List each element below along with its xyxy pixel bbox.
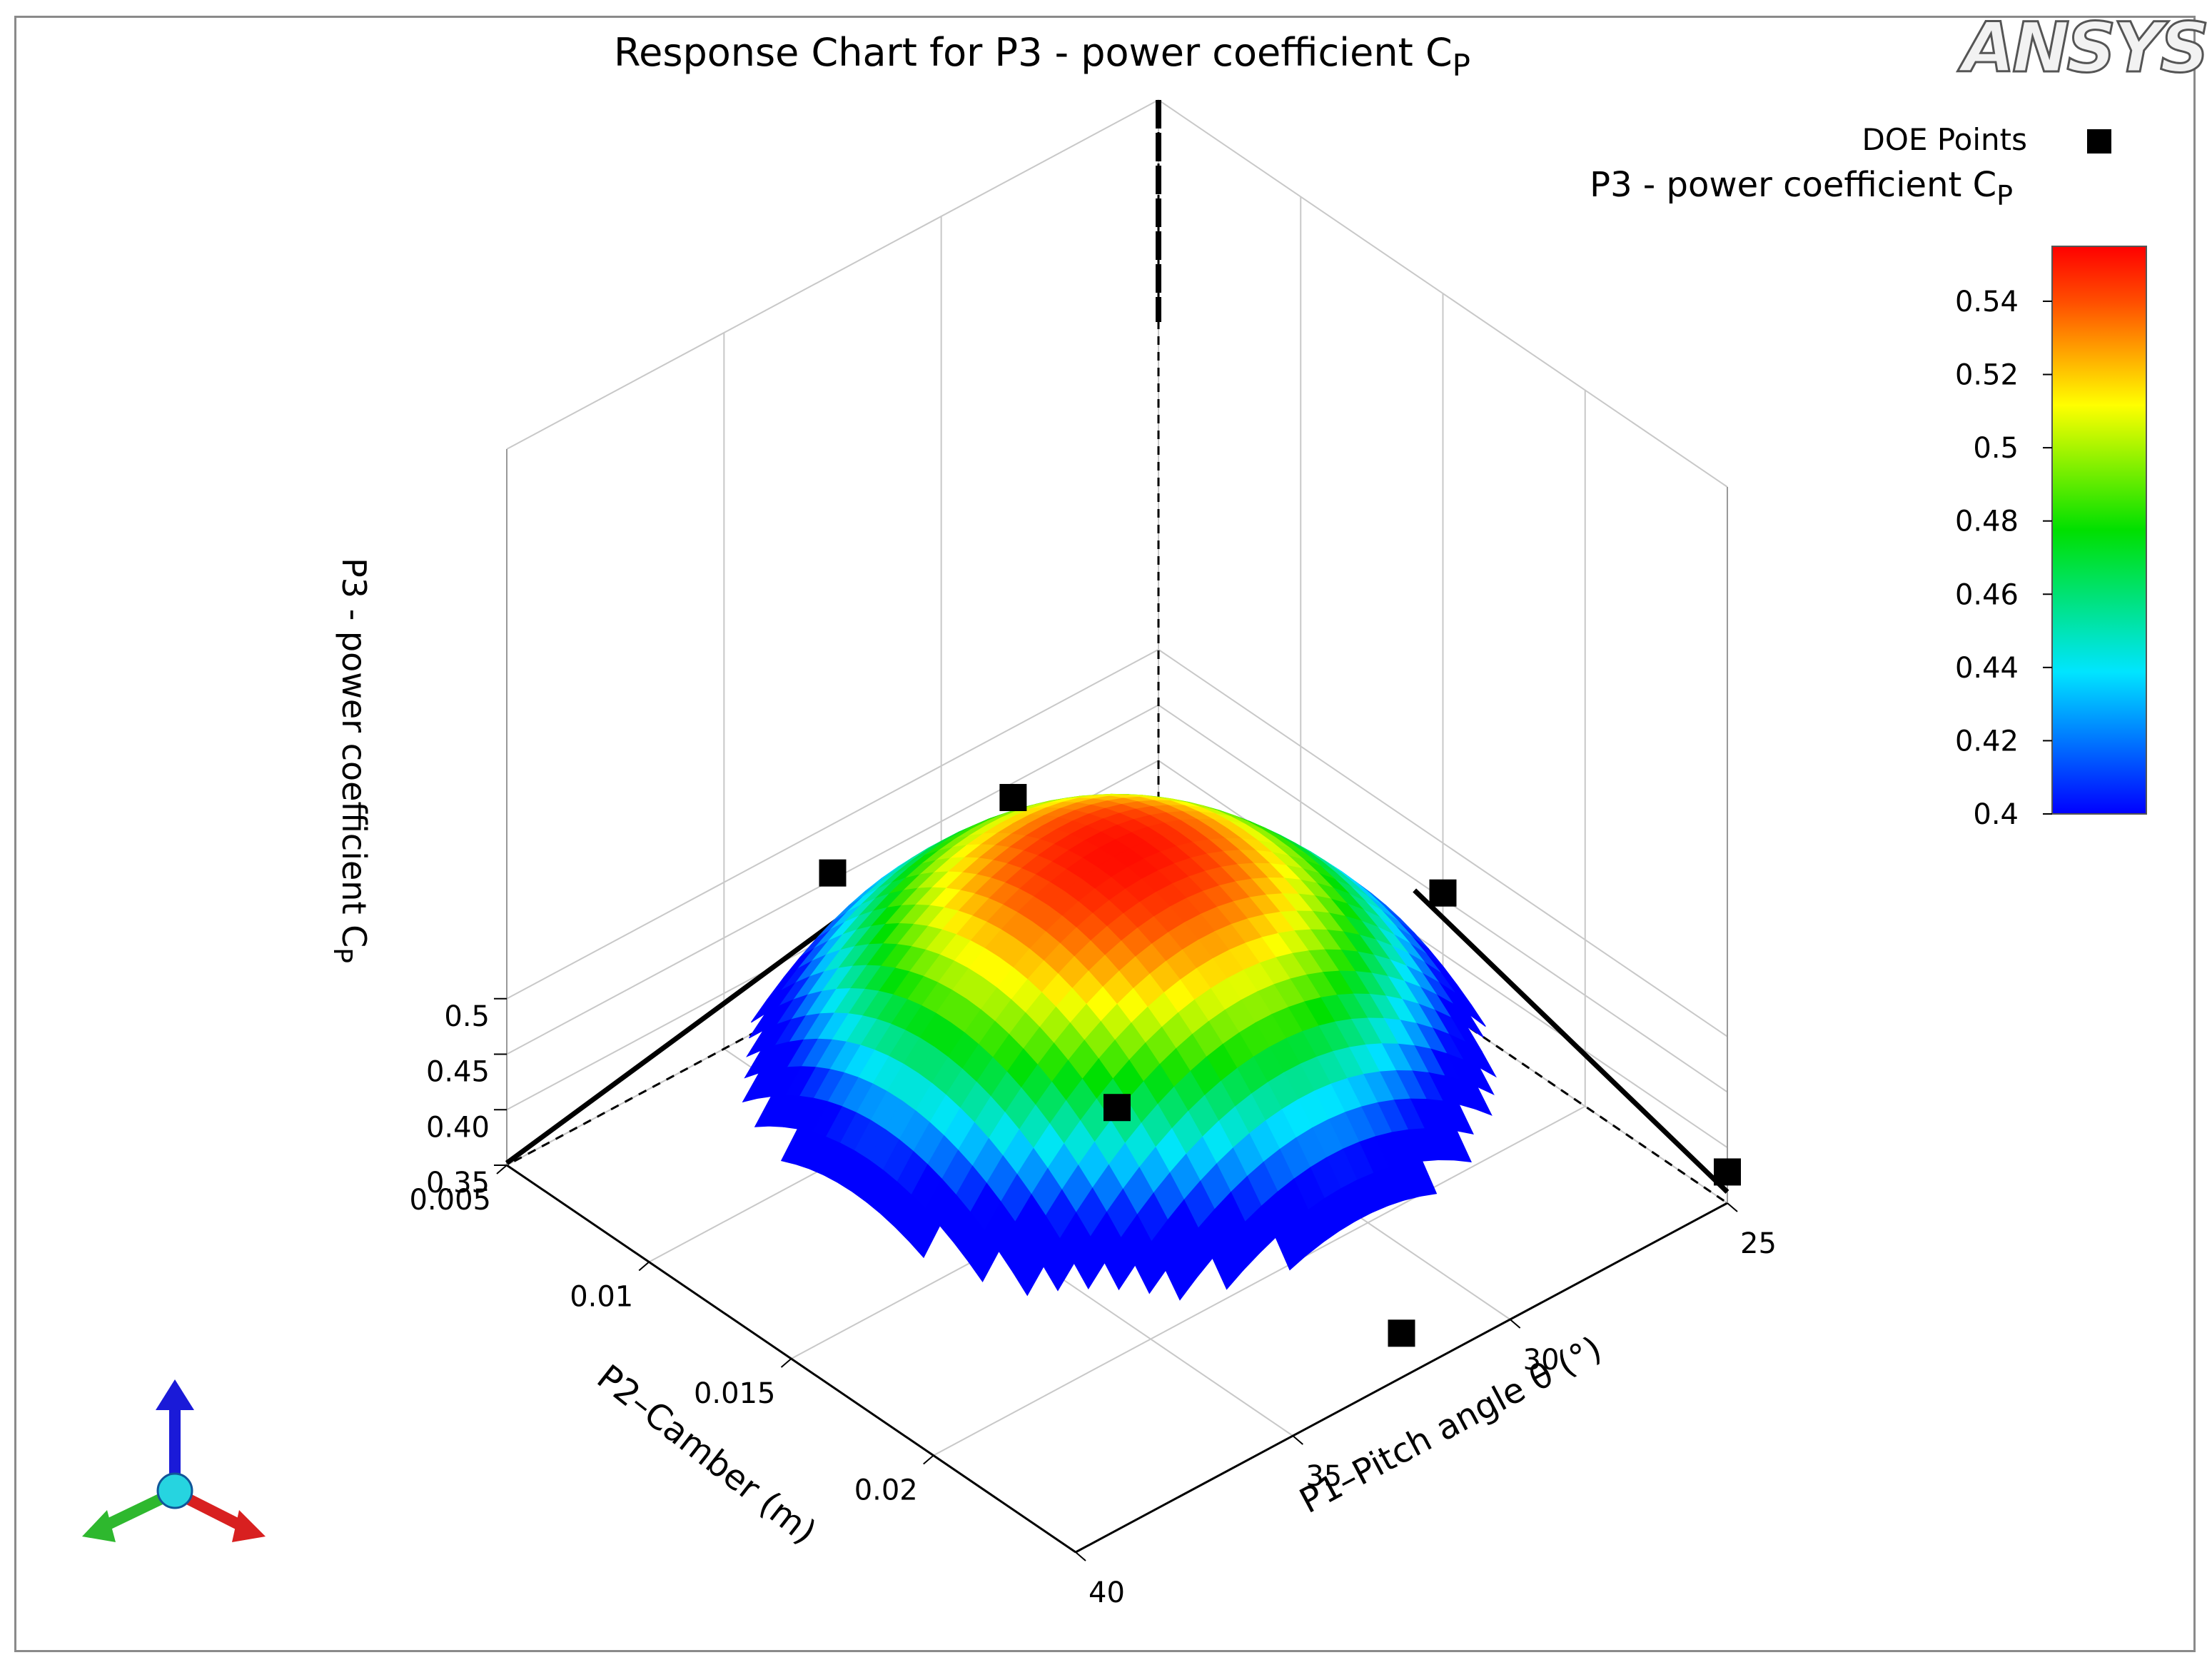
colorbar-tick-label: 0.42	[1955, 725, 2019, 758]
doe-point	[1388, 1319, 1415, 1347]
front-edge-pitch	[1075, 1202, 1728, 1554]
legend-doe-label: DOE Points	[1862, 122, 2027, 157]
camber-tick-mark	[496, 1165, 507, 1174]
camber-tick-label: 0.015	[694, 1377, 776, 1410]
surface-patch	[1012, 1242, 1044, 1297]
triad-z-arrowhead	[156, 1379, 194, 1410]
z-tick-label: 0.35	[426, 1167, 490, 1199]
doe-point	[1714, 1158, 1741, 1186]
legend-doe-marker	[2087, 129, 2111, 154]
orientation-triad	[82, 1379, 266, 1542]
doe-points	[819, 784, 1741, 1347]
grid-line	[1158, 99, 1728, 488]
camber-tick-mark	[780, 1358, 792, 1368]
colorbar-ticks: 0.54 0.52 0.5 0.48 0.46 0.44 0.42 0.4	[1955, 286, 2052, 831]
colorbar	[2051, 246, 2147, 815]
colorbar-tick-label: 0.5	[1973, 432, 2019, 465]
surface-patch	[1134, 1241, 1166, 1294]
surface-patch	[967, 1230, 1000, 1283]
grid-line	[933, 1105, 1586, 1457]
surface-patch	[1165, 1247, 1197, 1301]
triad-x-arrowhead	[232, 1510, 266, 1542]
z-tick-label: 0.5	[444, 1000, 490, 1033]
pitch-axis-label: P1–Pitch angle θ (°)	[1293, 1329, 1608, 1521]
pitch-tick-label: 25	[1740, 1227, 1777, 1260]
ansys-logo: ANSYS	[1957, 8, 2206, 88]
grid-line	[506, 648, 1159, 1000]
pitch-tick-mark	[1727, 1202, 1738, 1212]
colorbar-tick-label: 0.52	[1955, 359, 2019, 392]
grid-line	[506, 99, 1159, 450]
z-tick-label: 0.40	[426, 1111, 490, 1144]
camber-tick-mark	[923, 1454, 934, 1465]
surface-patch	[1104, 1237, 1136, 1291]
chart-title: Response Chart for P3 - power coefficien…	[614, 30, 1470, 83]
colorbar-title: P3 - power coefficient CP	[1590, 165, 2013, 211]
colorbar-tick-label: 0.4	[1973, 798, 2019, 831]
pitch-tick-mark	[1075, 1551, 1086, 1561]
z-axis-label: P3 - power coefficient CP	[328, 558, 373, 963]
pitch-tick-label: 40	[1089, 1576, 1125, 1609]
z-tick-label: 0.45	[426, 1056, 490, 1089]
surface-patch	[1275, 1222, 1307, 1271]
axis-bar-right	[1413, 888, 1729, 1194]
surface-patch	[909, 1209, 941, 1259]
pitch-tick-label: 30	[1523, 1344, 1560, 1377]
doe-point	[1429, 879, 1457, 907]
surface-patch	[1043, 1237, 1075, 1292]
triad-origin	[156, 1472, 193, 1509]
doe-point	[999, 784, 1027, 812]
colorbar-tick-label: 0.54	[1955, 286, 2019, 318]
pitch-tick-mark	[1292, 1435, 1303, 1445]
pitch-tick-label: 35	[1306, 1460, 1342, 1493]
colorbar-tick-label: 0.46	[1955, 578, 2019, 611]
surface-patch	[1074, 1236, 1106, 1289]
response-surface	[742, 793, 1497, 1301]
doe-point	[819, 859, 847, 887]
colorbar-tick-label: 0.44	[1955, 652, 2019, 685]
triad-y-arrowhead	[82, 1510, 116, 1542]
pitch-tick-mark	[1510, 1319, 1521, 1329]
camber-tick-mark	[638, 1261, 650, 1272]
grid-line	[1158, 648, 1728, 1037]
surface-patch	[1211, 1238, 1244, 1290]
axis-ticks: 0.5 0.45 0.40 0.350.005 0.01 0.015 0.02 40 35 30 2…	[409, 997, 1777, 1609]
colorbar-tick-label: 0.48	[1955, 505, 2019, 538]
legend: DOE Points P3 - power coefficient CP 0.5…	[1590, 122, 2147, 831]
camber-tick-label: 0.02	[854, 1474, 918, 1507]
doe-point	[1104, 1094, 1131, 1122]
camber-tick-label: 0.01	[570, 1281, 633, 1314]
camber-tick-label: 0.005	[409, 1184, 491, 1217]
